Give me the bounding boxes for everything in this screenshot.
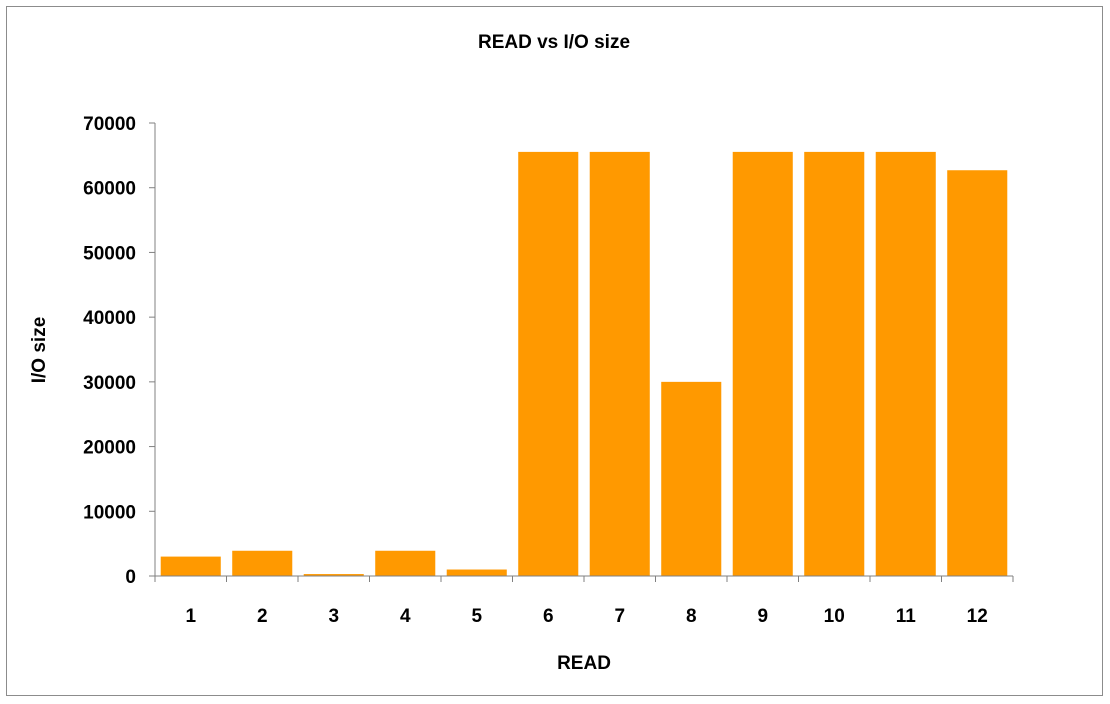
bar-3 [303, 574, 364, 576]
x-tick-label: 1 [185, 606, 196, 627]
x-tick-label: 11 [896, 606, 917, 627]
x-tick-label: 3 [328, 606, 339, 627]
x-tick-label: 12 [967, 606, 988, 627]
y-tick-label: 70000 [83, 114, 136, 135]
x-tick-label: 10 [824, 606, 845, 627]
y-axis-title: I/O size [29, 317, 50, 384]
bar-2 [232, 550, 293, 576]
bar-1 [160, 556, 221, 576]
bar-5 [446, 569, 507, 576]
y-tick-label: 60000 [83, 179, 136, 200]
x-tick-label: 2 [257, 606, 268, 627]
x-tick-label: 5 [471, 606, 482, 627]
y-tick-label: 20000 [83, 438, 136, 459]
bar-8 [661, 381, 722, 576]
x-tick-label: 8 [686, 606, 697, 627]
bar-4 [375, 550, 436, 576]
x-tick-label: 9 [757, 606, 768, 627]
bar-10 [804, 151, 865, 576]
x-axis-title: READ [557, 653, 611, 674]
bar-6 [518, 151, 579, 576]
x-tick-label: 4 [400, 606, 411, 627]
y-tick-label: 10000 [83, 502, 136, 523]
x-tick-label: 6 [543, 606, 554, 627]
chart-title: READ vs I/O size [478, 32, 630, 53]
y-tick-label: 50000 [83, 243, 136, 264]
y-tick-label: 30000 [83, 373, 136, 394]
bar-11 [875, 151, 936, 576]
y-tick-label: 0 [125, 567, 136, 588]
y-tick-label: 40000 [83, 308, 136, 329]
bar-12 [947, 170, 1008, 577]
bar-9 [732, 151, 793, 576]
bar-7 [589, 151, 650, 576]
x-tick-label: 7 [614, 606, 625, 627]
